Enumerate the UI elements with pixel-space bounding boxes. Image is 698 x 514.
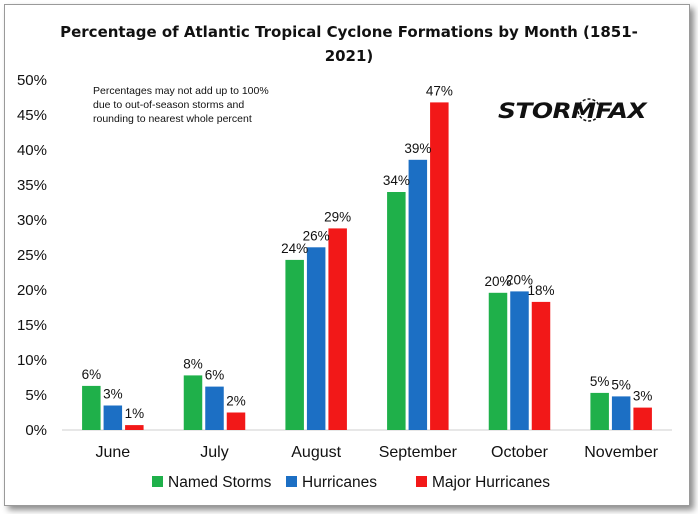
bar [408, 159, 428, 431]
data-label: 1% [125, 406, 145, 421]
bar [387, 192, 406, 430]
bar [430, 102, 449, 431]
bar [82, 385, 101, 430]
data-label: 3% [103, 387, 123, 402]
chart-note-line-2: due to out-of-season storms and [93, 99, 244, 111]
y-tick-label: 10% [17, 352, 47, 369]
x-category-label: June [95, 444, 130, 461]
data-label: 20% [484, 274, 511, 289]
bar [205, 386, 224, 430]
x-category-label: August [291, 444, 341, 461]
y-tick-label: 25% [17, 247, 47, 264]
x-category-label: July [200, 444, 228, 461]
legend-label: Hurricanes [302, 474, 377, 491]
y-tick-label: 5% [25, 387, 47, 404]
x-category-label: September [379, 444, 458, 461]
stormfax-logo: STORMFAX [498, 98, 649, 123]
x-category-label: November [584, 444, 658, 461]
data-label: 20% [506, 272, 533, 287]
data-label: 6% [205, 368, 225, 383]
legend-label: Named Storms [168, 474, 272, 491]
y-axis-ticks: 0% 5% 10% 15% 20% 25% 30% 35% 40% 45% 50% [17, 72, 47, 439]
chart-title-line-1: Percentage of Atlantic Tropical Cyclone … [60, 23, 638, 41]
legend-swatch [416, 476, 427, 487]
bars-group [82, 102, 652, 431]
y-tick-label: 0% [25, 422, 47, 439]
bar [285, 259, 304, 430]
chart-title-line-2: 2021) [325, 47, 374, 65]
bar [183, 375, 203, 430]
y-tick-label: 40% [17, 142, 47, 159]
legend-swatch [152, 476, 163, 487]
data-label: 24% [281, 241, 308, 256]
logo-text: STORMFAX [498, 99, 649, 123]
bar [510, 291, 529, 430]
x-axis-categories: June July August September October November [95, 444, 658, 461]
y-tick-label: 50% [17, 72, 47, 89]
data-label: 29% [324, 209, 351, 224]
chart-note-line-3: rounding to nearest whole percent [93, 113, 252, 125]
data-label: 34% [383, 173, 410, 188]
x-category-label: October [491, 444, 549, 461]
bar [328, 228, 347, 430]
data-label: 47% [426, 83, 453, 98]
y-tick-label: 15% [17, 317, 47, 334]
y-tick-label: 30% [17, 212, 47, 229]
y-tick-label: 20% [17, 282, 47, 299]
bar [306, 247, 326, 430]
bar [590, 392, 609, 430]
data-label: 5% [611, 377, 631, 392]
data-label: 3% [633, 389, 653, 404]
data-labels-group: 6%3%1%8%6%2%24%26%29%34%39%47%20%20%18%5… [82, 83, 653, 421]
data-label: 5% [590, 374, 610, 389]
y-tick-label: 35% [17, 177, 47, 194]
legend: Named Storms Hurricanes Major Hurricanes [152, 474, 550, 491]
bar [226, 412, 246, 430]
bar [531, 301, 551, 430]
data-label: 6% [82, 367, 102, 382]
data-label: 26% [303, 228, 330, 243]
logo-storm-swirl-icon [577, 98, 601, 122]
bar [488, 292, 508, 430]
data-label: 18% [527, 283, 554, 298]
y-tick-label: 45% [17, 107, 47, 124]
data-label: 8% [183, 356, 203, 371]
bar [103, 405, 123, 430]
bar [125, 425, 144, 430]
bar [611, 396, 631, 430]
bar [633, 407, 652, 430]
legend-swatch [286, 476, 297, 487]
chart-note-line-1: Percentages may not add up to 100% [93, 85, 269, 97]
data-label: 2% [226, 394, 246, 409]
legend-label: Major Hurricanes [432, 474, 550, 491]
data-label: 39% [404, 141, 431, 156]
